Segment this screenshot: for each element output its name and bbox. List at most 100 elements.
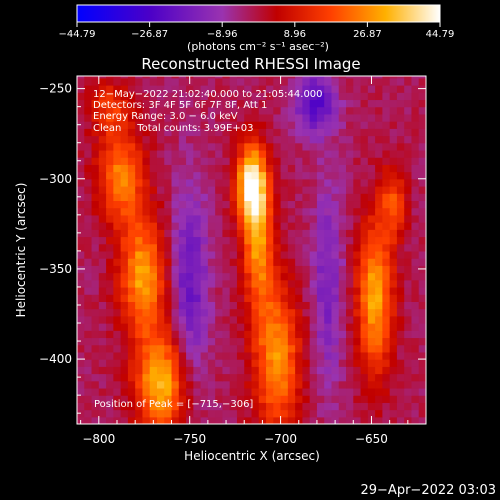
heatmap-cell [404, 236, 413, 245]
heatmap-cell [91, 77, 100, 86]
heatmap-cell [200, 323, 209, 331]
heatmap-cell [367, 121, 376, 129]
heatmap-cell [171, 229, 180, 238]
heatmap-cell [287, 380, 296, 389]
heatmap-cell [135, 164, 144, 173]
heatmap-cell [236, 149, 245, 158]
heatmap-cell [200, 402, 209, 411]
heatmap-cell [316, 265, 325, 274]
heatmap-cell [193, 294, 202, 302]
heatmap-cell [258, 395, 267, 403]
heatmap-cell [244, 279, 253, 288]
heatmap-cell [396, 229, 405, 238]
heatmap-cell [375, 121, 383, 129]
heatmap-cell [142, 99, 151, 108]
heatmap-cell [98, 351, 107, 360]
heatmap-cell [127, 373, 136, 382]
heatmap-cell [156, 337, 165, 346]
heatmap-cell [229, 250, 238, 259]
heatmap-cell [346, 409, 354, 418]
heatmap-cell [156, 359, 165, 367]
heatmap-cell [135, 214, 144, 223]
heatmap-cell [91, 200, 100, 209]
heatmap-cell [346, 308, 354, 317]
heatmap-cell [164, 258, 173, 266]
heatmap-cell [353, 200, 362, 209]
heatmap-cell [135, 207, 144, 216]
heatmap-cell [309, 171, 318, 180]
heatmap-cell [244, 373, 253, 382]
heatmap-cell [280, 142, 289, 151]
heatmap-cell [258, 185, 267, 194]
heatmap-cell [149, 380, 158, 389]
heatmap-cell [382, 178, 391, 187]
heatmap-cell [324, 229, 333, 238]
heatmap-cell [280, 387, 289, 396]
heatmap-cell [113, 243, 122, 252]
heatmap-cell [295, 229, 303, 238]
heatmap-cell [127, 135, 136, 144]
heatmap-cell [353, 77, 362, 86]
heatmap-cell [346, 279, 354, 288]
heatmap-cell [222, 85, 231, 93]
heatmap-cell [375, 330, 383, 339]
heatmap-cell [200, 207, 209, 216]
heatmap-cell [404, 178, 413, 187]
heatmap-cell [316, 323, 325, 331]
heatmap-cell [367, 236, 376, 245]
heatmap-cell [98, 366, 107, 375]
heatmap-cell [98, 113, 107, 122]
heatmap-cell [396, 308, 405, 317]
heatmap-cell [229, 387, 238, 396]
heatmap-cell [120, 106, 129, 115]
heatmap-cell [389, 200, 398, 209]
heatmap-cell [244, 193, 253, 202]
heatmap-cell [324, 164, 333, 173]
heatmap-cell [222, 214, 231, 223]
heatmap-cell [200, 330, 209, 339]
heatmap-cell [411, 243, 420, 252]
heatmap-cell [295, 286, 303, 295]
heatmap-cell [106, 164, 114, 173]
heatmap-cell [266, 286, 274, 295]
heatmap-cell [142, 294, 151, 302]
heatmap-cell [171, 387, 180, 396]
heatmap-cell [127, 92, 136, 101]
heatmap-cell [324, 99, 333, 108]
heatmap-cell [156, 128, 165, 137]
heatmap-cell [113, 373, 122, 382]
heatmap-cell [360, 121, 369, 129]
heatmap-cell [309, 315, 318, 324]
heatmap-cell [142, 330, 151, 339]
heatmap-cell [375, 265, 383, 274]
heatmap-cell [346, 359, 354, 367]
heatmap-cell [287, 229, 296, 238]
heatmap-cell [280, 366, 289, 375]
heatmap-cell [418, 279, 426, 288]
heatmap-cell [229, 416, 238, 424]
heatmap-cell [251, 92, 260, 101]
heatmap-cell [404, 373, 413, 382]
heatmap-cell [258, 250, 267, 259]
heatmap-cell [91, 279, 100, 288]
heatmap-cell [229, 243, 238, 252]
heatmap-cell [186, 164, 194, 173]
heatmap-cell [258, 135, 267, 144]
heatmap-cell [411, 222, 420, 230]
heatmap-cell [418, 366, 426, 375]
heatmap-cell [142, 157, 151, 165]
heatmap-cell [389, 250, 398, 259]
heatmap-cell [251, 171, 260, 180]
heatmap-cell [236, 76, 245, 79]
heatmap-cell [382, 258, 391, 266]
heatmap-cell [142, 178, 151, 187]
heatmap-cell [207, 351, 216, 360]
heatmap-cell [142, 359, 151, 367]
heatmap-cell [127, 294, 136, 302]
heatmap-cell [287, 214, 296, 223]
heatmap-cell [244, 121, 253, 129]
heatmap-cell [258, 380, 267, 389]
heatmap-cell [273, 416, 282, 424]
heatmap-cell [207, 77, 216, 86]
heatmap-cell [367, 402, 376, 411]
